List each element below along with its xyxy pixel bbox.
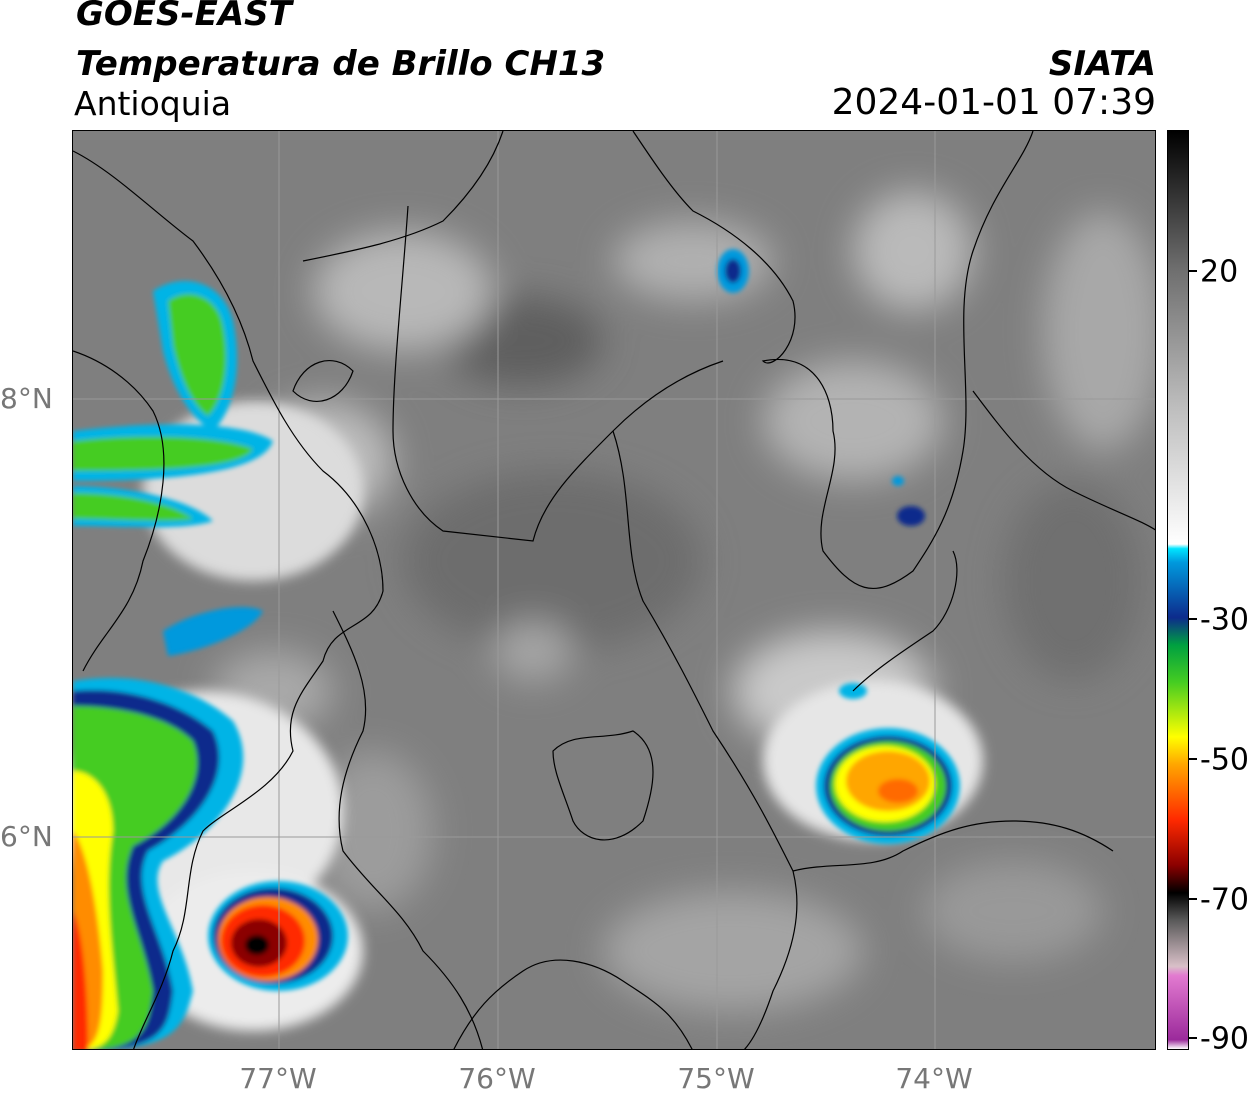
colorbar-tick [1189,898,1197,900]
colorbar-tick-label-minus70: -70 [1200,882,1249,918]
boundaries [73,131,1155,1049]
darien-coast [73,350,165,672]
lon-label-75w: 75°W [677,1062,755,1095]
organization-name: SIATA [1048,44,1156,84]
lon-label-76w: 76°W [458,1062,536,1095]
western-antioquia-border [332,610,484,1049]
northeast-border [972,390,1155,531]
lon-label-77w: 77°W [239,1062,317,1095]
antioquia-north-border [392,205,724,542]
lat-label-6n: 6°N [0,820,53,853]
colorbar-tick [1189,270,1197,272]
lon-label-74w: 74°W [895,1062,973,1095]
gulf-inlet [292,360,354,402]
colorbar-tick-label-minus90: -90 [1200,1021,1249,1057]
colorbar-tick [1189,1037,1197,1039]
lat-label-8n: 8°N [0,382,53,415]
satellite-name: GOES-EAST [76,0,292,34]
product-title: Temperatura de Brillo CH13 [76,44,606,84]
colorbar-tick-label-minus50: -50 [1200,742,1249,778]
caribbean-coast [302,131,504,262]
region-name: Antioquia [74,84,232,123]
colorbar-tick [1189,618,1197,620]
colorbar-tick-label-20: 20 [1200,254,1239,290]
southern-border [792,820,1114,872]
magdalena-border [852,550,958,692]
colorbar-tick [1189,758,1197,760]
map-canvas [73,131,1155,1049]
colorbar-tick-label-minus30: -30 [1200,602,1249,638]
southwest-border [453,959,693,1049]
pacific-coastline [73,150,384,1049]
colorbar [1167,130,1189,1050]
graticule [73,131,1155,1049]
datetime-stamp: 2024-01-01 07:39 [831,82,1156,123]
satellite-map [72,130,1156,1050]
eastern-border [632,131,1034,589]
central-border [612,430,798,1049]
convective-cells [73,249,960,1049]
medellin-valley [552,730,654,841]
